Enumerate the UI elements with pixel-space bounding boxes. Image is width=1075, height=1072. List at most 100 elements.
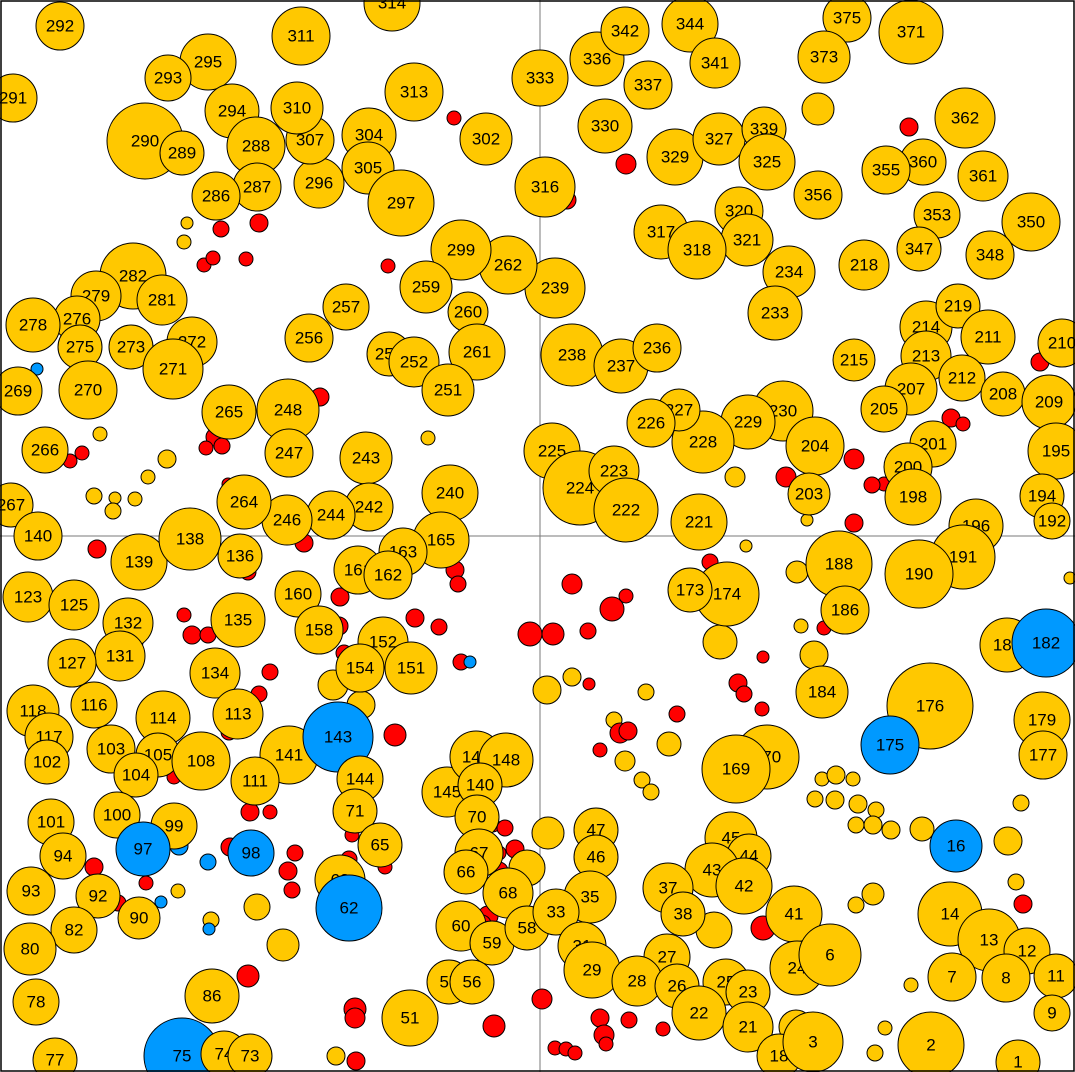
bubble-350: 350: [1001, 192, 1061, 252]
bubble-label: 304: [355, 126, 383, 145]
bubble-label: 360: [909, 153, 937, 172]
bubble-label: 145: [433, 783, 461, 802]
dot-red: [655, 1021, 671, 1037]
bubble-158: 158: [294, 605, 344, 655]
bubble-label: 350: [1017, 213, 1045, 232]
bubble-circle: [381, 989, 439, 1047]
bubble-360: 360: [899, 138, 947, 186]
bubble-circle: [315, 874, 383, 942]
bubble-329: 329: [646, 128, 704, 186]
bubble-label: 191: [949, 548, 977, 567]
bubble-347: 347: [896, 226, 942, 272]
bubble-circle: [384, 62, 444, 122]
bubble-label: 205: [870, 400, 898, 419]
bubble-label: 26: [668, 977, 687, 996]
bubble-342: 342: [600, 6, 650, 56]
bubble-label: 113: [224, 705, 251, 724]
bubble-174: 174: [694, 561, 760, 627]
bubble-160: 160: [274, 570, 322, 618]
bubble-label: 292: [46, 17, 74, 36]
bubble-label: 132: [114, 614, 142, 633]
bubble-label: 318: [683, 241, 711, 260]
bubble-circle: [322, 283, 370, 331]
bubble-label: 353: [923, 206, 951, 225]
dot-red: [84, 857, 104, 877]
bubble-label: 266: [31, 441, 59, 460]
bubble-label: 256: [295, 329, 323, 348]
bubble-label: 43: [703, 861, 722, 880]
bubble-circle: [430, 219, 492, 281]
dot-red: [735, 685, 753, 703]
bubble-circle: [230, 756, 280, 806]
bubble-label: 287: [243, 178, 271, 197]
bubble-label: 240: [436, 484, 464, 503]
bubble-circle: [39, 832, 87, 880]
dot-red: [1013, 894, 1033, 914]
bubble-label: 169: [722, 760, 750, 779]
dot-yellow: [92, 426, 108, 442]
bubble-215: 215: [832, 338, 876, 382]
dot-red: [346, 1051, 366, 1071]
bubble-circle: [929, 819, 983, 873]
bubble-label: 219: [944, 297, 972, 316]
dot-red: [212, 220, 230, 238]
dot-red: [590, 1008, 610, 1028]
bubble-label: 134: [201, 664, 229, 683]
dot-yellow: [799, 640, 829, 670]
bubble-262: 262: [478, 235, 538, 295]
bubble-circle: [144, 54, 192, 102]
bubble-135: 135: [210, 592, 266, 648]
bubble-label: 325: [753, 153, 781, 172]
bubble-247: 247: [264, 428, 314, 478]
bubble-label: 260: [454, 303, 482, 322]
bubble-label: 228: [689, 433, 717, 452]
dot-yellow: [170, 883, 186, 899]
bubble-318: 318: [667, 220, 727, 280]
bubble-circle: [363, 550, 413, 600]
bubble-222: 222: [593, 477, 659, 543]
bubble-label: 135: [224, 611, 252, 630]
bubble-label: 28: [628, 972, 647, 991]
bubble-266: 266: [21, 426, 69, 474]
dot-red: [482, 1014, 506, 1038]
bubble-127: 127: [47, 638, 97, 688]
dot-yellow: [702, 624, 738, 660]
bubble-label: 261: [463, 343, 491, 362]
bubble-label: 293: [154, 69, 182, 88]
bubble-label: 288: [242, 137, 270, 156]
bubble-label: 215: [840, 351, 868, 370]
bubble-23: 23: [725, 969, 771, 1015]
bubble-circle: [593, 477, 659, 543]
bubble-195: 195: [1027, 422, 1075, 480]
dot-yellow: [825, 790, 845, 810]
bubble-184: 184: [795, 665, 849, 719]
dot-red: [278, 861, 298, 881]
bubble-98: 98: [227, 829, 275, 877]
dot-red: [283, 881, 301, 899]
bubble-label: 273: [117, 338, 145, 357]
bubble-248: 248: [256, 378, 320, 442]
dot-red: [754, 701, 770, 717]
bubble-label: 38: [674, 905, 693, 924]
bubble-circle: [212, 688, 264, 740]
dot-red: [668, 705, 686, 723]
bubble-239: 239: [524, 257, 586, 319]
bubble-label: 75: [173, 1047, 192, 1066]
bubble-circle: [142, 338, 204, 400]
bubble-label: 125: [60, 596, 88, 615]
bubble-9: 9: [1033, 994, 1071, 1032]
bubble-label: 233: [761, 304, 789, 323]
bubble-circle: [284, 313, 334, 363]
bubble-label: 23: [739, 983, 758, 1002]
bubble-341: 341: [689, 37, 741, 89]
bubble-label: 221: [685, 513, 713, 532]
bubble-label: 252: [400, 353, 428, 372]
dot-red: [213, 437, 231, 455]
bubble-316: 316: [514, 156, 576, 218]
bubble-182: 182: [1011, 608, 1075, 678]
bubble-label: 186: [831, 601, 859, 620]
bubble-label: 212: [948, 369, 976, 388]
bubble-circle: [884, 468, 942, 526]
dot-yellow: [785, 560, 809, 584]
bubble-label: 99: [165, 817, 184, 836]
